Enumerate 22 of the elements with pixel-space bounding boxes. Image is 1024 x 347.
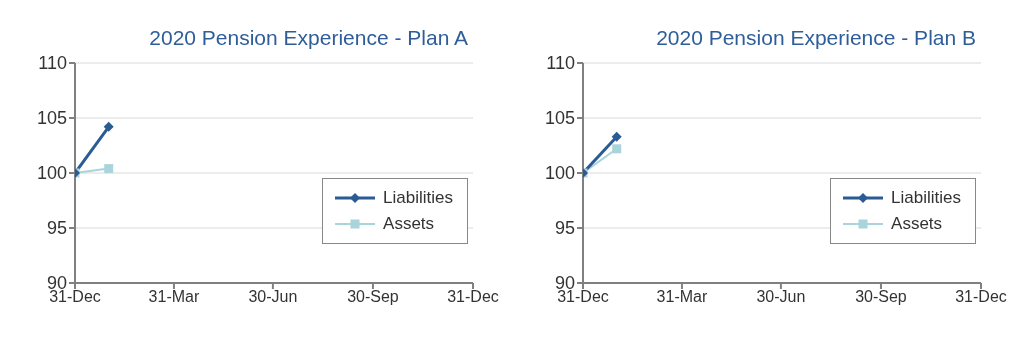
y-tick-label: 95	[554, 218, 575, 239]
x-tick-label: 31-Dec	[447, 288, 499, 306]
y-tick-label: 100	[36, 163, 67, 184]
x-tick-label: 30-Sep	[347, 288, 399, 306]
legend-label: Assets	[891, 214, 943, 234]
legend-label: Liabilities	[383, 188, 453, 208]
x-tick-label: 31-Mar	[656, 288, 708, 306]
y-tick-label: 110	[38, 53, 67, 74]
y-tick-label: 100	[544, 163, 575, 184]
legend-label: Assets	[383, 214, 435, 234]
chart-title: 2020 Pension Experience - Plan A	[149, 26, 468, 50]
x-tick-label: 30-Jun	[756, 288, 806, 306]
y-tick-label: 110	[546, 53, 575, 74]
y-tick-label: 105	[36, 108, 67, 129]
y-tick-label: 95	[46, 218, 67, 239]
legend-label: Liabilities	[891, 188, 961, 208]
x-tick-label: 30-Jun	[248, 288, 298, 306]
x-tick-label: 30-Sep	[855, 288, 907, 306]
x-tick-label: 31-Dec	[955, 288, 1007, 306]
y-tick-label: 105	[544, 108, 575, 129]
chart-title: 2020 Pension Experience - Plan B	[656, 26, 976, 50]
x-tick-label: 31-Mar	[148, 288, 200, 306]
